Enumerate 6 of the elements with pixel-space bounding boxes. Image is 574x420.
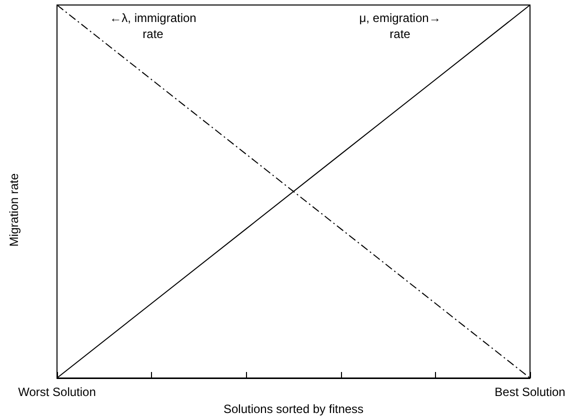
x-axis-title: Solutions sorted by fitness: [223, 402, 364, 416]
x-tick-label: Worst Solution: [18, 385, 96, 399]
annotation: ←λ, immigration rate: [110, 11, 196, 41]
x-tick-label: Best Solution: [494, 385, 566, 399]
annotation: μ, emigration→ rate: [359, 11, 441, 41]
y-axis-title: Migration rate: [7, 172, 21, 247]
